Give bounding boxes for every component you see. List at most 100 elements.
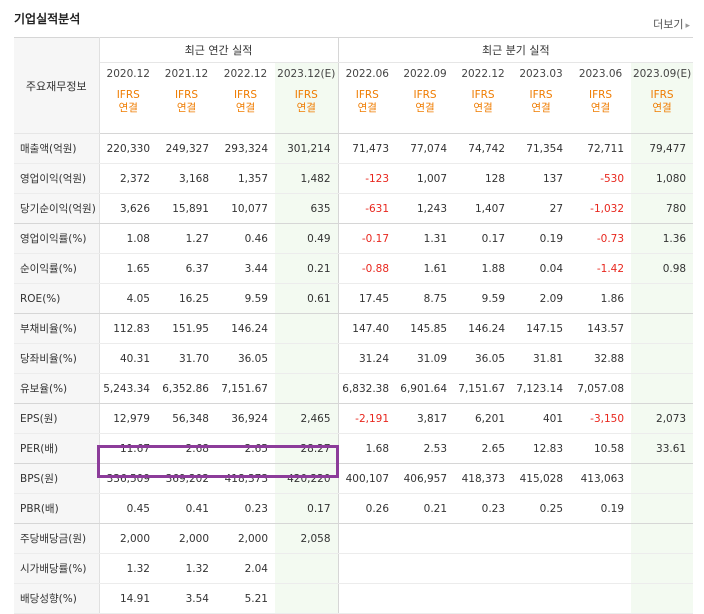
table-cell: 0.61: [275, 283, 339, 314]
table-cell: 1.88: [454, 253, 513, 284]
ifrs-line2: 연결: [531, 102, 551, 114]
table-cell: 1,407: [454, 193, 513, 224]
table-cell: 9.59: [216, 283, 275, 314]
table-row: 영업이익률(%) 1.08 1.27 0.46 0.49 -0.17 1.31 0.17 0.1…: [14, 223, 694, 254]
table-cell: [631, 343, 694, 374]
table-cell: 31.24: [337, 343, 397, 374]
table-cell: -0.17: [337, 223, 397, 254]
table-row: 매출액(억원) 220,330 249,327 293,324 301,214 71,47…: [14, 133, 694, 164]
table-cell: [396, 523, 455, 554]
table-cell: 293,324: [216, 133, 275, 164]
chevron-right-icon: ▸: [685, 21, 690, 31]
table-cell: 71,473: [337, 133, 397, 164]
table-cell: 146.24: [454, 313, 513, 344]
table-cell: 36,924: [216, 403, 275, 434]
row-label: 매출액(억원): [14, 133, 100, 164]
row-label: 당좌비율(%): [14, 343, 100, 374]
table-cell: 369,202: [157, 463, 216, 494]
table-cell: 74,742: [454, 133, 513, 164]
table-cell: 0.46: [216, 223, 275, 254]
table-cell: [275, 553, 339, 584]
table-cell: 7,151.67: [216, 373, 275, 404]
table-cell: 2,000: [216, 523, 275, 554]
table-cell: 2,000: [157, 523, 216, 554]
table-cell: [396, 583, 455, 614]
table-cell: 6.37: [157, 253, 216, 284]
table-row: ROE(%) 4.05 16.25 9.59 0.61 17.45 8.75 9.59 2.09…: [14, 283, 694, 314]
table-row: 영업이익(억원) 2,372 3,168 1,357 1,482 -123 1,007 128…: [14, 163, 694, 194]
ifrs-line2: 연결: [590, 102, 611, 114]
ifrs-line2: 연결: [652, 102, 672, 114]
table-cell: 147.40: [337, 313, 397, 344]
table-cell: 0.23: [216, 493, 275, 524]
row-label: BPS(원): [14, 463, 100, 494]
table-cell: 4.05: [99, 283, 157, 314]
ifrs-badge: IFRS 연결: [216, 85, 275, 134]
table-cell: 56,348: [157, 403, 216, 434]
header-label: 주요재무정보: [14, 37, 100, 134]
table-cell: 0.98: [631, 253, 694, 284]
table-row: 시가배당률(%) 1.32 1.32 2.04: [14, 553, 694, 584]
table-cell: 2,000: [99, 523, 157, 554]
table-cell: 336,509: [99, 463, 157, 494]
table-cell: 36.05: [454, 343, 513, 374]
table-cell: 2,465: [275, 403, 339, 434]
ifrs-line2: 연결: [176, 102, 197, 114]
table-cell: 2.65: [216, 433, 275, 464]
table-cell: 77,074: [396, 133, 455, 164]
ifrs-line1: IFRS: [174, 89, 199, 101]
table-cell: 301,214: [275, 133, 339, 164]
table-cell: 146.24: [216, 313, 275, 344]
table-cell: 3.44: [216, 253, 275, 284]
ifrs-line2: 연결: [296, 102, 316, 114]
table-row: 당좌비율(%) 40.31 31.70 36.05 31.24 31.09 36.05 31.…: [14, 343, 694, 374]
row-label: 영업이익(억원): [14, 163, 100, 194]
ifrs-line1: IFRS: [650, 89, 674, 101]
table-row: BPS(원) 336,509 369,202 418,373 420,220 400,10…: [14, 463, 694, 494]
table-cell: 0.49: [275, 223, 339, 254]
group-quarter-header: 최근 분기 실적: [337, 37, 694, 63]
table-cell: 0.25: [512, 493, 571, 524]
table-cell: 6,352.86: [157, 373, 216, 404]
table-cell: 27: [512, 193, 571, 224]
table-cell: 6,901.64: [396, 373, 455, 404]
table-cell: -3,150: [570, 403, 632, 434]
ifrs-badge: IFRS 연결: [99, 85, 157, 134]
table-cell: 635: [275, 193, 339, 224]
table-row: 배당성향(%) 14.91 3.54 5.21: [14, 583, 694, 614]
period-header: 2020.12: [106, 68, 150, 80]
period-header: 2022.12: [223, 68, 268, 80]
table-cell: 420,220: [275, 463, 339, 494]
table-cell: 418,373: [216, 463, 275, 494]
table-cell: 249,327: [157, 133, 216, 164]
ifrs-line2: 연결: [473, 102, 493, 114]
table-row: 순이익률(%) 1.65 6.37 3.44 0.21 -0.88 1.61 1.88 0.04…: [14, 253, 694, 284]
table-cell: 406,957: [396, 463, 455, 494]
table-cell: 1.65: [99, 253, 157, 284]
table-cell: 12,979: [99, 403, 157, 434]
table-cell: 0.45: [99, 493, 157, 524]
table-cell: [570, 583, 632, 614]
period-header: 2021.12: [164, 68, 209, 80]
table-cell: 17.45: [337, 283, 397, 314]
table-cell: 1,007: [396, 163, 455, 194]
table-cell: -123: [337, 163, 397, 194]
more-link[interactable]: 더보기 ▸: [653, 16, 690, 32]
row-label: 순이익률(%): [14, 253, 100, 284]
table-cell: 71,354: [512, 133, 571, 164]
table-cell: 5.21: [216, 583, 275, 614]
ifrs-line1: IFRS: [471, 89, 495, 101]
table-cell: 10.58: [570, 433, 632, 464]
table-cell: 0.21: [275, 253, 339, 284]
period-header: 2023.12(E): [275, 62, 339, 85]
table-cell: 1.61: [396, 253, 455, 284]
table-cell: 8.75: [396, 283, 455, 314]
table-cell: 1.86: [570, 283, 632, 314]
table-cell: 400,107: [337, 463, 397, 494]
table-cell: [454, 523, 513, 554]
table-cell: [454, 553, 513, 584]
ifrs-line2: 연결: [415, 102, 435, 114]
table-cell: 151.95: [157, 313, 216, 344]
table-cell: 16.25: [157, 283, 216, 314]
table-cell: 2.53: [396, 433, 455, 464]
